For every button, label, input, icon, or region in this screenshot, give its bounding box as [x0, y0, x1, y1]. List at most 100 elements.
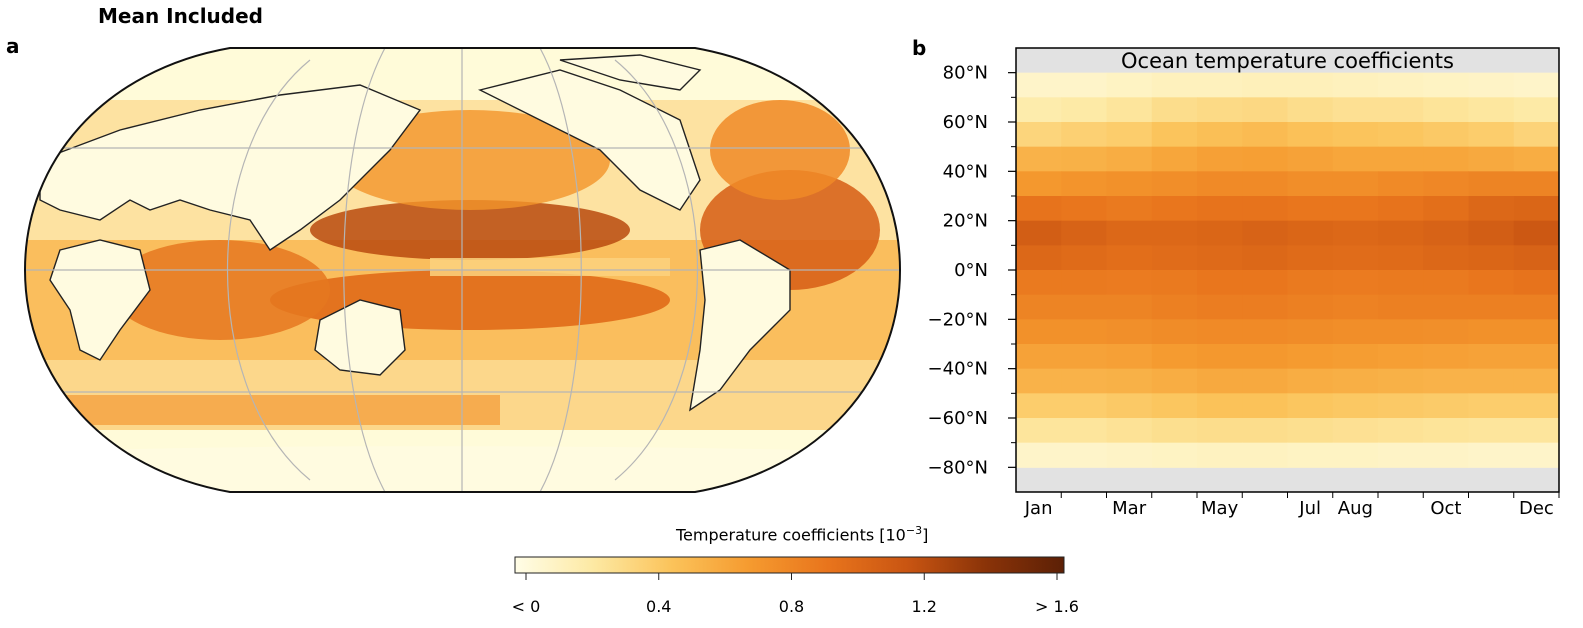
- heatmap-cell: [1106, 146, 1153, 172]
- heatmap-cell: [1468, 220, 1515, 246]
- heatmap-cell: [1061, 294, 1107, 320]
- heatmap-cell: [1513, 418, 1560, 444]
- heatmap-cell: [1061, 171, 1107, 197]
- heatmap-cell: [1378, 146, 1424, 172]
- heatmap-cell: [1242, 245, 1288, 271]
- heatmap-cell: [1242, 97, 1288, 123]
- heatmap-cell: [1016, 393, 1062, 419]
- heatmap-cell: [1242, 122, 1288, 148]
- heatmap-cell: [1197, 294, 1243, 320]
- heatmap-cell: [1016, 196, 1062, 222]
- heatmap-cell: [1468, 171, 1515, 197]
- heatmap-cell: [1242, 442, 1288, 468]
- heatmap-cell: [1468, 97, 1515, 123]
- heatmap-cell: [1378, 270, 1424, 296]
- heatmap-cell: [1151, 220, 1198, 246]
- heatmap-cell: [1106, 442, 1153, 468]
- heatmap-cell: [1106, 294, 1153, 320]
- heatmap-cell: [1151, 122, 1198, 148]
- heatmap-cell: [1468, 442, 1515, 468]
- heatmap-cell: [1332, 344, 1379, 370]
- heatmap-cell: [1016, 294, 1062, 320]
- heatmap-cell: [1151, 442, 1198, 468]
- heatmap-cell: [1513, 146, 1560, 172]
- heatmap-cell: [1287, 220, 1334, 246]
- heatmap-title: Ocean temperature coefficients: [1121, 49, 1454, 73]
- heatmap-cell: [1513, 72, 1560, 98]
- heatmap-cell: [1332, 393, 1379, 419]
- heatmap-cell: [1197, 171, 1243, 197]
- heatmap-cell: [1106, 72, 1153, 98]
- heatmap-cell: [1332, 418, 1379, 444]
- colorbar-tick-label: 0.4: [646, 597, 671, 616]
- heatmap-cell: [1378, 196, 1424, 222]
- heatmap-cell: [1106, 368, 1153, 394]
- heatmap-cell: [1016, 146, 1062, 172]
- heatmap-cell: [1242, 196, 1288, 222]
- heatmap-cell: [1287, 393, 1334, 419]
- heatmap-cell: [1106, 245, 1153, 271]
- heatmap-cell: [1016, 319, 1062, 345]
- heatmap-cell: [1061, 122, 1107, 148]
- heatmap-cell: [1106, 270, 1153, 296]
- heatmap-cell: [1197, 122, 1243, 148]
- heatmap-cell: [1197, 418, 1243, 444]
- heatmap-cell: [1151, 72, 1198, 98]
- heatmap-cell: [1513, 97, 1560, 123]
- heatmap-cell: [1242, 393, 1288, 419]
- heatmap-cell: [1151, 319, 1198, 345]
- heatmap-cell: [1423, 97, 1469, 123]
- heatmap-cell: [1513, 171, 1560, 197]
- heatmap-cell: [1061, 344, 1107, 370]
- heatmap-cell: [1242, 319, 1288, 345]
- heatmap-cell: [1332, 270, 1379, 296]
- heatmap-cell: [1151, 393, 1198, 419]
- heatmap-cell: [1513, 245, 1560, 271]
- y-tick-label: −40°N: [928, 359, 988, 380]
- x-tick-label: Mar: [1112, 498, 1147, 519]
- heatmap-cell: [1423, 171, 1469, 197]
- heatmap-cell: [1016, 442, 1062, 468]
- heatmap-cell: [1287, 97, 1334, 123]
- heatmap-cell: [1378, 368, 1424, 394]
- y-tick-label: −20°N: [928, 309, 988, 330]
- heatmap-cell: [1016, 270, 1062, 296]
- heatmap-cell: [1378, 344, 1424, 370]
- heatmap-cell: [1016, 220, 1062, 246]
- heatmap-cell: [1061, 368, 1107, 394]
- heatmap-cell: [1287, 196, 1334, 222]
- heatmap-cell: [1378, 294, 1424, 320]
- heatmap-cell: [1151, 97, 1198, 123]
- heatmap-cell: [1423, 220, 1469, 246]
- heatmap-cell: [1016, 72, 1062, 98]
- heatmap-cell: [1242, 368, 1288, 394]
- heatmap-cell: [1468, 72, 1515, 98]
- heatmap-cell: [1423, 344, 1469, 370]
- heatmap-cell: [1106, 393, 1153, 419]
- heatmap-cell: [1061, 319, 1107, 345]
- figure-title: Mean Included: [98, 4, 263, 28]
- heatmap-cell: [1513, 368, 1560, 394]
- heatmap-cell: [1468, 418, 1515, 444]
- heatmap-cell: [1423, 196, 1469, 222]
- panel-b-label: b: [912, 36, 927, 60]
- heatmap-cell: [1423, 368, 1469, 394]
- heatmap-cell: [1106, 196, 1153, 222]
- heatmap-cell: [1468, 270, 1515, 296]
- y-axis: 80°N 60°N 40°N 20°N 0°N −20°N −40°N −60°N −80°N: [928, 63, 1016, 478]
- heatmap-cell: [1423, 418, 1469, 444]
- heatmap-cell: [1151, 196, 1198, 222]
- heatmap-cell: [1378, 319, 1424, 345]
- heatmap-cell: [1061, 97, 1107, 123]
- heatmap-cell: [1061, 393, 1107, 419]
- heatmap-cell: [1106, 122, 1153, 148]
- heatmap-cell: [1468, 245, 1515, 271]
- heatmap-cell: [1061, 442, 1107, 468]
- heatmap-cell: [1106, 418, 1153, 444]
- heatmap-cell: [1151, 171, 1198, 197]
- heatmap-cell: [1197, 319, 1243, 345]
- heatmap-cell: [1151, 418, 1198, 444]
- heatmap-cell: [1332, 171, 1379, 197]
- heatmap-cell: [1106, 344, 1153, 370]
